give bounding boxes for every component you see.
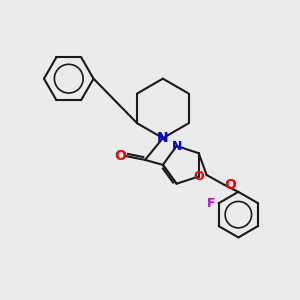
Text: O: O [194,170,204,183]
Text: O: O [224,178,236,192]
Text: F: F [206,197,215,210]
Text: N: N [157,131,169,145]
Text: N: N [171,140,182,152]
Text: O: O [114,149,126,163]
